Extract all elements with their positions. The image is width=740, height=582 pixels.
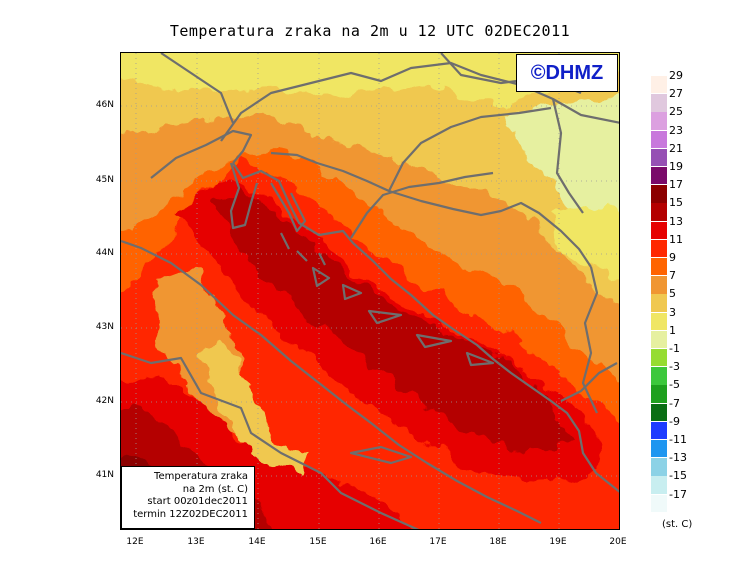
legend-label: 27 <box>669 87 683 101</box>
info-box: Temperatura zraka na 2m (st. C) start 00… <box>121 466 255 529</box>
lat-label-45n: 45N <box>95 175 114 185</box>
map-title: Temperatura zraka na 2m u 12 UTC 02DEC20… <box>169 22 571 40</box>
info-line-level: na 2m (st. C) <box>182 483 248 495</box>
legend-label: 9 <box>669 251 676 264</box>
legend-swatch <box>651 167 667 185</box>
legend-label: 11 <box>669 232 683 246</box>
legend-swatch <box>651 476 667 494</box>
color-legend: 29 27 25 23 21 19 17 15 13 11 9 7 5 3 1 -1 -3 -5 -7 -9 -11 -1… <box>651 70 740 515</box>
legend-label: -1 <box>669 342 680 355</box>
legend-swatch <box>651 330 667 349</box>
legend-swatch <box>651 112 667 130</box>
legend-label: -7 <box>669 396 680 410</box>
lat-label-41n: 41N <box>95 470 114 480</box>
legend-swatch <box>651 258 667 276</box>
legend-swatch <box>651 76 667 94</box>
lon-label-13e: 13E <box>187 537 205 547</box>
legend-swatch <box>651 130 667 148</box>
legend-swatch <box>651 148 667 167</box>
lon-label-15e: 15E <box>309 537 327 547</box>
legend-label: -3 <box>669 360 680 374</box>
legend-label: 17 <box>669 178 683 192</box>
lat-label-43n: 43N <box>95 322 114 332</box>
legend-label: 15 <box>669 196 683 210</box>
lat-label-44n: 44N <box>95 248 114 258</box>
legend-swatch <box>651 94 667 112</box>
lon-label-20e: 20E <box>609 537 627 547</box>
legend-unit: (st. C) <box>662 519 693 530</box>
legend-label: -11 <box>669 433 687 446</box>
lon-label-18e: 18E <box>489 537 507 547</box>
legend-label: -9 <box>669 414 680 428</box>
lon-label-16e: 16E <box>369 537 387 547</box>
legend-swatch <box>651 349 667 367</box>
legend-swatch <box>651 421 667 440</box>
legend-swatch <box>651 294 667 312</box>
legend-label: 13 <box>669 214 683 228</box>
graticule <box>121 53 619 529</box>
legend-label: -5 <box>669 378 680 392</box>
legend-label: 5 <box>669 287 676 301</box>
info-line-termin: termin 12Z02DEC2011 <box>133 508 248 520</box>
legend-swatch <box>651 185 667 203</box>
legend-swatch <box>651 203 667 221</box>
legend-label: 3 <box>669 305 676 319</box>
lon-label-17e: 17E <box>429 537 447 547</box>
legend-label: 1 <box>669 323 676 337</box>
temperature-field <box>121 53 619 529</box>
legend-swatch <box>651 312 667 330</box>
legend-label: 7 <box>669 269 676 283</box>
legend-swatch <box>651 385 667 403</box>
lon-label-14e: 14E <box>248 537 266 547</box>
dhmz-logo: ©DHMZ <box>516 54 618 92</box>
lat-label-46n: 46N <box>95 100 114 110</box>
legend-swatch <box>651 239 667 258</box>
legend-swatch <box>651 494 667 512</box>
legend-label: 21 <box>669 141 683 155</box>
legend-swatch <box>651 276 667 294</box>
legend-swatch <box>651 458 667 476</box>
lon-label-12e: 12E <box>126 537 144 547</box>
legend-swatch <box>651 403 667 421</box>
legend-label: 29 <box>669 69 683 82</box>
info-line-start: start 00z01dec2011 <box>147 496 248 507</box>
temperature-map <box>120 52 620 530</box>
lon-label-19e: 19E <box>549 537 567 547</box>
legend-swatch <box>651 440 667 458</box>
legend-label: 23 <box>669 123 683 137</box>
legend-label: 25 <box>669 105 683 119</box>
legend-label: -13 <box>669 451 687 465</box>
lat-label-42n: 42N <box>95 396 114 406</box>
legend-label: -17 <box>669 487 687 501</box>
legend-swatch <box>651 367 667 385</box>
legend-swatch <box>651 221 667 239</box>
info-line-variable: Temperatura zraka <box>154 471 248 482</box>
legend-label: 19 <box>669 160 683 173</box>
legend-label: -15 <box>669 469 687 483</box>
